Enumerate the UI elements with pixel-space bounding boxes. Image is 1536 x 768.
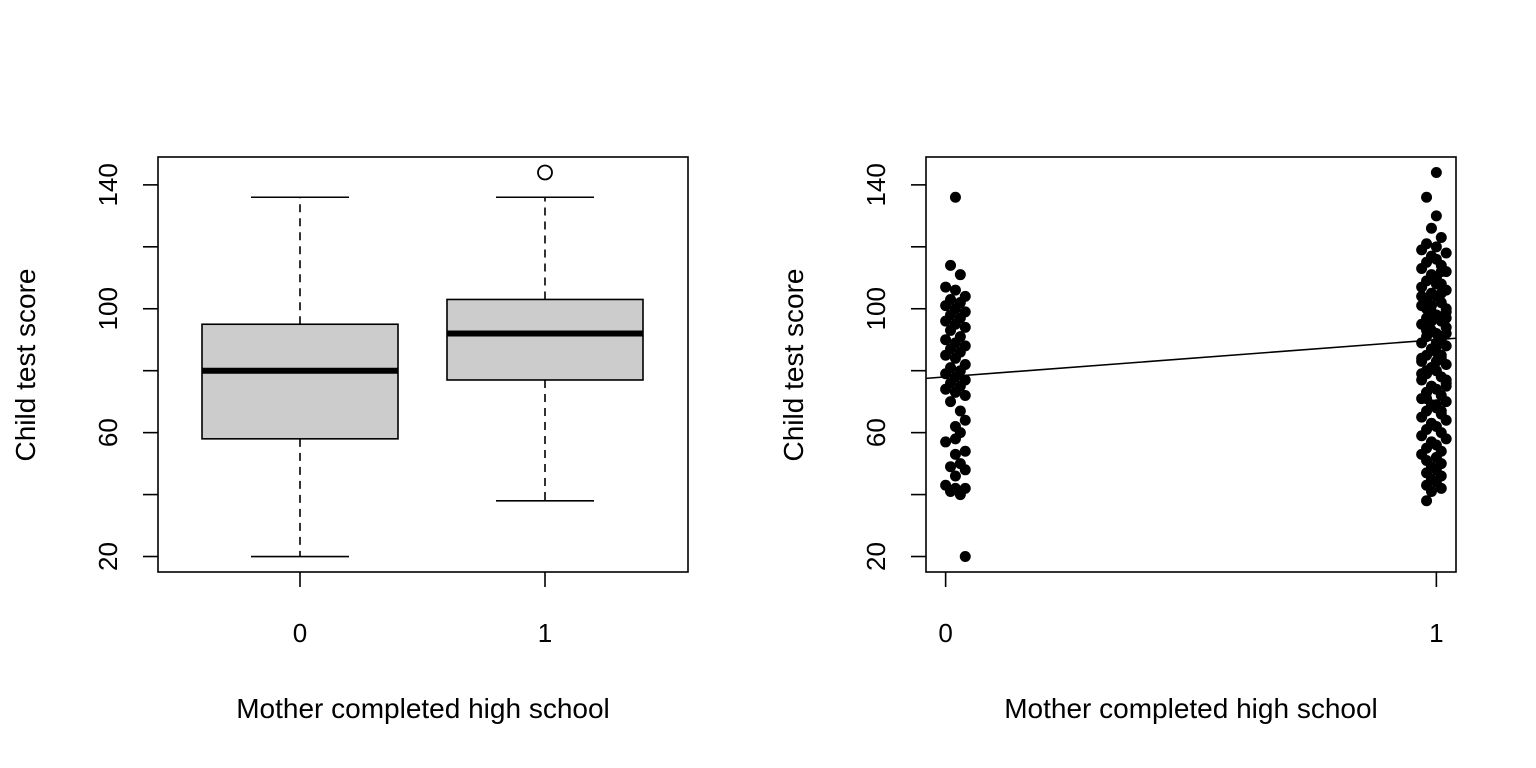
scatter-x-tick-label-0: 0 <box>938 618 952 648</box>
scatter-point-56 <box>1421 191 1433 203</box>
scatter-point-117 <box>1440 414 1452 426</box>
scatter-point-55 <box>1430 166 1442 178</box>
scatter-point-154 <box>1440 306 1452 318</box>
scatter-point-14 <box>940 315 952 327</box>
scatter-point-162 <box>1435 405 1447 417</box>
boxplot-x-tick-label-1: 1 <box>538 618 552 648</box>
scatter-point-35 <box>949 386 961 398</box>
scatter-point-62 <box>1416 244 1428 256</box>
scatter-y-axis: 20 60 100 140 <box>861 163 926 571</box>
scatter-point-43 <box>940 436 952 448</box>
scatter-point-25 <box>949 352 961 364</box>
scatter-point-167 <box>1416 352 1428 364</box>
boxplot-y-tick-label-20: 20 <box>93 542 123 571</box>
scatter-y-tick-label-140: 140 <box>861 163 891 206</box>
scatter-y-tick-label-100: 100 <box>861 287 891 330</box>
scatter-point-38 <box>954 405 966 417</box>
scatter-point-45 <box>949 448 961 460</box>
scatter-point-116 <box>1416 411 1428 423</box>
scatter-point-139 <box>1435 482 1447 494</box>
boxplot-y-tick-label-100: 100 <box>93 287 123 330</box>
scatter-point-58 <box>1425 222 1437 234</box>
scatter-point-54 <box>954 489 966 501</box>
scatter-point-9 <box>940 300 952 312</box>
scatter-point-141 <box>1421 495 1433 507</box>
scatter-marks <box>925 166 1457 563</box>
scatter-point-122 <box>1416 430 1428 442</box>
scatter-point-63 <box>1440 247 1452 259</box>
scatter-point-44 <box>959 445 971 457</box>
scatter-point-161 <box>1421 393 1433 405</box>
scatter-point-74 <box>1416 281 1428 293</box>
scatter-y-axis-title: Child test score <box>778 269 809 462</box>
scatter-point-47 <box>945 461 957 473</box>
scatter-point-99 <box>1440 359 1452 370</box>
scatter-point-123 <box>1440 433 1452 445</box>
scatter-y-tick-label-20: 20 <box>861 542 891 571</box>
scatter-point-34 <box>940 383 952 395</box>
scatter-point-29 <box>940 368 952 380</box>
scatter-point-0 <box>949 191 961 203</box>
regression-line <box>925 337 1457 380</box>
scatter-point-24 <box>940 349 952 361</box>
scatter-point-2 <box>945 259 957 271</box>
scatter-point-42 <box>949 433 961 445</box>
scatter-point-164 <box>1430 278 1442 290</box>
scatter-point-3 <box>954 269 966 281</box>
boxplot-marks <box>201 164 644 558</box>
scatter-point-48 <box>959 464 971 476</box>
scatter-x-axis-title: Mother completed high school <box>1004 693 1378 724</box>
box-1-outlier-0 <box>537 164 553 181</box>
scatter-point-166 <box>1440 328 1452 340</box>
scatter-point-37 <box>945 396 957 408</box>
scatter-point-169 <box>1425 315 1437 327</box>
scatter-point-36 <box>959 389 971 401</box>
boxplot-y-tick-label-60: 60 <box>93 418 123 447</box>
scatter-point-5 <box>949 284 961 296</box>
scatter-point-171 <box>1421 365 1433 377</box>
scatter-point-153 <box>1416 290 1428 302</box>
scatter-point-61 <box>1430 241 1442 253</box>
scatter-point-17 <box>945 324 957 336</box>
scatter-point-163 <box>1425 417 1437 429</box>
scatter-point-165 <box>1421 303 1433 315</box>
scatter-point-170 <box>1430 340 1442 352</box>
scatter-y-tick-label-60: 60 <box>861 418 891 447</box>
scatter-point-68 <box>1416 262 1428 274</box>
scatter-point-160 <box>1440 380 1452 392</box>
scatter-point-19 <box>940 334 952 346</box>
box-0-iqr-box <box>201 323 399 440</box>
scatter-point-158 <box>1430 355 1442 367</box>
scatter-plot-frame <box>925 156 1457 573</box>
boxplot-y-axis: 20 60 100 140 <box>93 163 158 571</box>
scatter-point-53 <box>945 485 957 497</box>
boxplot-plot-frame <box>157 156 689 573</box>
scatter-point-59 <box>1435 232 1447 244</box>
scatter-point-140 <box>1425 485 1437 497</box>
scatter-point-1 <box>959 551 971 563</box>
box-1-iqr-box <box>446 298 644 381</box>
scatter-point-93 <box>1440 340 1452 352</box>
scatter-point-49 <box>949 470 961 482</box>
scatter-x-tick-label-1: 1 <box>1429 618 1443 648</box>
scatter-point-39 <box>959 414 971 426</box>
scatter-point-16 <box>959 321 971 333</box>
boxplot-y-tick-label-140: 140 <box>93 163 123 206</box>
scatter-point-4 <box>940 281 952 293</box>
scatter-point-111 <box>1440 396 1452 408</box>
boxplot-y-axis-title: Child test score <box>10 269 41 462</box>
boxplot-x-tick-label-0: 0 <box>293 618 307 648</box>
scatter-point-168 <box>1435 266 1447 278</box>
scatter-point-92 <box>1416 337 1428 349</box>
scatter-point-143 <box>1435 287 1447 299</box>
boxplot-x-axis-title: Mother completed high school <box>236 693 610 724</box>
scatter-point-57 <box>1430 210 1442 222</box>
